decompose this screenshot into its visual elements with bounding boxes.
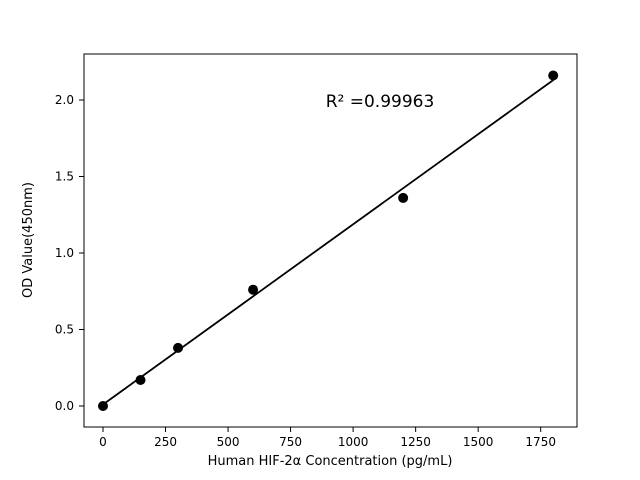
- plot-area-frame: [83, 53, 578, 428]
- y-axis-label: OD Value(450nm): [21, 182, 36, 298]
- r-squared-annotation: R² =0.99963: [326, 92, 435, 112]
- y-tick-label: 0.0: [55, 399, 74, 413]
- data-point: [98, 401, 108, 411]
- x-tick-label: 1750: [525, 435, 556, 449]
- x-axis-ticks: 0 250 500 750 1000 1250 1500 1750: [99, 427, 556, 449]
- x-tick-label: 1500: [463, 435, 494, 449]
- y-tick-label: 1.0: [55, 246, 74, 260]
- data-point: [135, 374, 146, 385]
- x-tick-label: 1250: [400, 435, 431, 449]
- data-point: [548, 70, 559, 81]
- fit-line: [102, 79, 555, 406]
- x-axis-label: Human HIF-2α Concentration (pg/mL): [208, 454, 453, 469]
- y-axis-ticks: 0.0 0.5 1.0 1.5 2.0: [55, 93, 84, 413]
- x-tick-label: 1000: [338, 435, 369, 449]
- data-point: [173, 342, 184, 353]
- y-tick-label: 1.5: [55, 170, 74, 184]
- y-tick-label: 2.0: [55, 93, 74, 107]
- x-tick-label: 750: [279, 435, 302, 449]
- y-tick-label: 0.5: [55, 323, 74, 337]
- x-tick-label: 0: [99, 435, 107, 449]
- x-tick-label: 250: [154, 435, 177, 449]
- fit-line-segment: [102, 79, 555, 406]
- x-tick-label: 500: [217, 435, 240, 449]
- data-point: [398, 192, 409, 203]
- data-point: [248, 284, 259, 295]
- data-points: [98, 70, 559, 411]
